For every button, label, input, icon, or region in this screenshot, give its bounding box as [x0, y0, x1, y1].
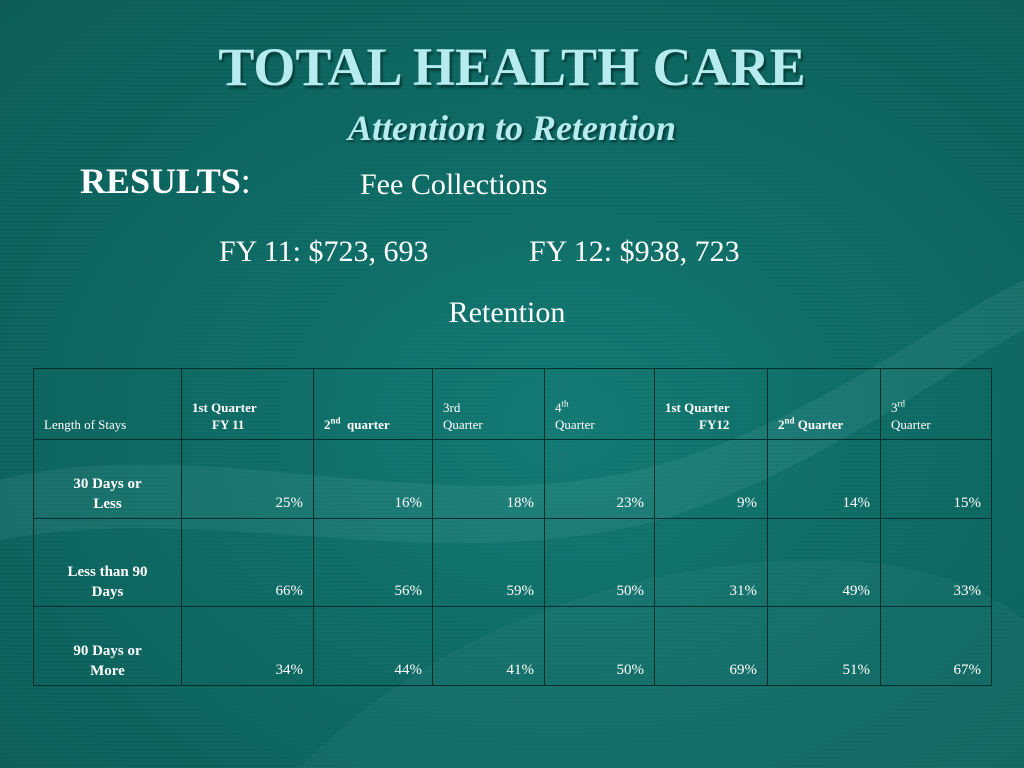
- table-header-row: Length of Stays 1st Quarter FY 11 2nd qu…: [33, 368, 992, 440]
- header-q2-fy12: 2nd Quarter: [767, 368, 881, 440]
- fy12-collections: FY 12: $938, 723: [529, 235, 740, 268]
- slide-subtitle: Attention to Retention: [347, 108, 677, 148]
- table-cell: 51%: [767, 606, 881, 686]
- table-cell: 41%: [432, 606, 545, 686]
- results-colon: :: [240, 161, 251, 201]
- header-length-of-stays: Length of Stays: [33, 368, 182, 440]
- table-row: 30 Days or Less 25% 16% 18% 23% 9% 14% 1…: [33, 439, 992, 519]
- row-label: 90 Days or More: [33, 606, 182, 686]
- table-cell: 49%: [767, 518, 881, 607]
- retention-label: Retention: [448, 296, 566, 329]
- retention-table: Length of Stays 1st Quarter FY 11 2nd qu…: [33, 368, 992, 686]
- header-q2: 2nd quarter: [313, 368, 433, 440]
- table-cell: 50%: [544, 606, 655, 686]
- table-cell: 44%: [313, 606, 433, 686]
- table-cell: 25%: [181, 439, 314, 519]
- table-cell: 67%: [880, 606, 992, 686]
- table-cell: 31%: [654, 518, 768, 607]
- table-cell: 18%: [432, 439, 545, 519]
- table-cell: 15%: [880, 439, 992, 519]
- header-q1-fy12: 1st Quarter FY12: [654, 368, 768, 440]
- table-cell: 34%: [181, 606, 314, 686]
- row-label: 30 Days or Less: [33, 439, 182, 519]
- fee-collections-label: Fee Collections: [360, 168, 548, 201]
- table-cell: 16%: [313, 439, 433, 519]
- results-label: RESULTS: [80, 161, 241, 201]
- table-cell: 50%: [544, 518, 655, 607]
- table-row: 90 Days or More 34% 44% 41% 50% 69% 51% …: [33, 606, 992, 686]
- table-row: Less than 90 Days 66% 56% 59% 50% 31% 49…: [33, 518, 992, 607]
- header-q3-fy12: 3rd Quarter: [880, 368, 992, 440]
- table-cell: 59%: [432, 518, 545, 607]
- table-cell: 9%: [654, 439, 768, 519]
- table-cell: 66%: [181, 518, 314, 607]
- table-cell: 56%: [313, 518, 433, 607]
- header-q1-fy11: 1st Quarter FY 11: [181, 368, 314, 440]
- slide-title: TOTAL HEALTH CARE: [218, 37, 806, 97]
- table-cell: 69%: [654, 606, 768, 686]
- header-q4: 4th Quarter: [544, 368, 655, 440]
- results-heading: RESULTS:: [80, 163, 251, 199]
- table-cell: 23%: [544, 439, 655, 519]
- table-cell: 14%: [767, 439, 881, 519]
- header-q3: 3rd Quarter: [432, 368, 545, 440]
- row-label: Less than 90 Days: [33, 518, 182, 607]
- fy11-collections: FY 11: $723, 693: [219, 235, 429, 268]
- table-cell: 33%: [880, 518, 992, 607]
